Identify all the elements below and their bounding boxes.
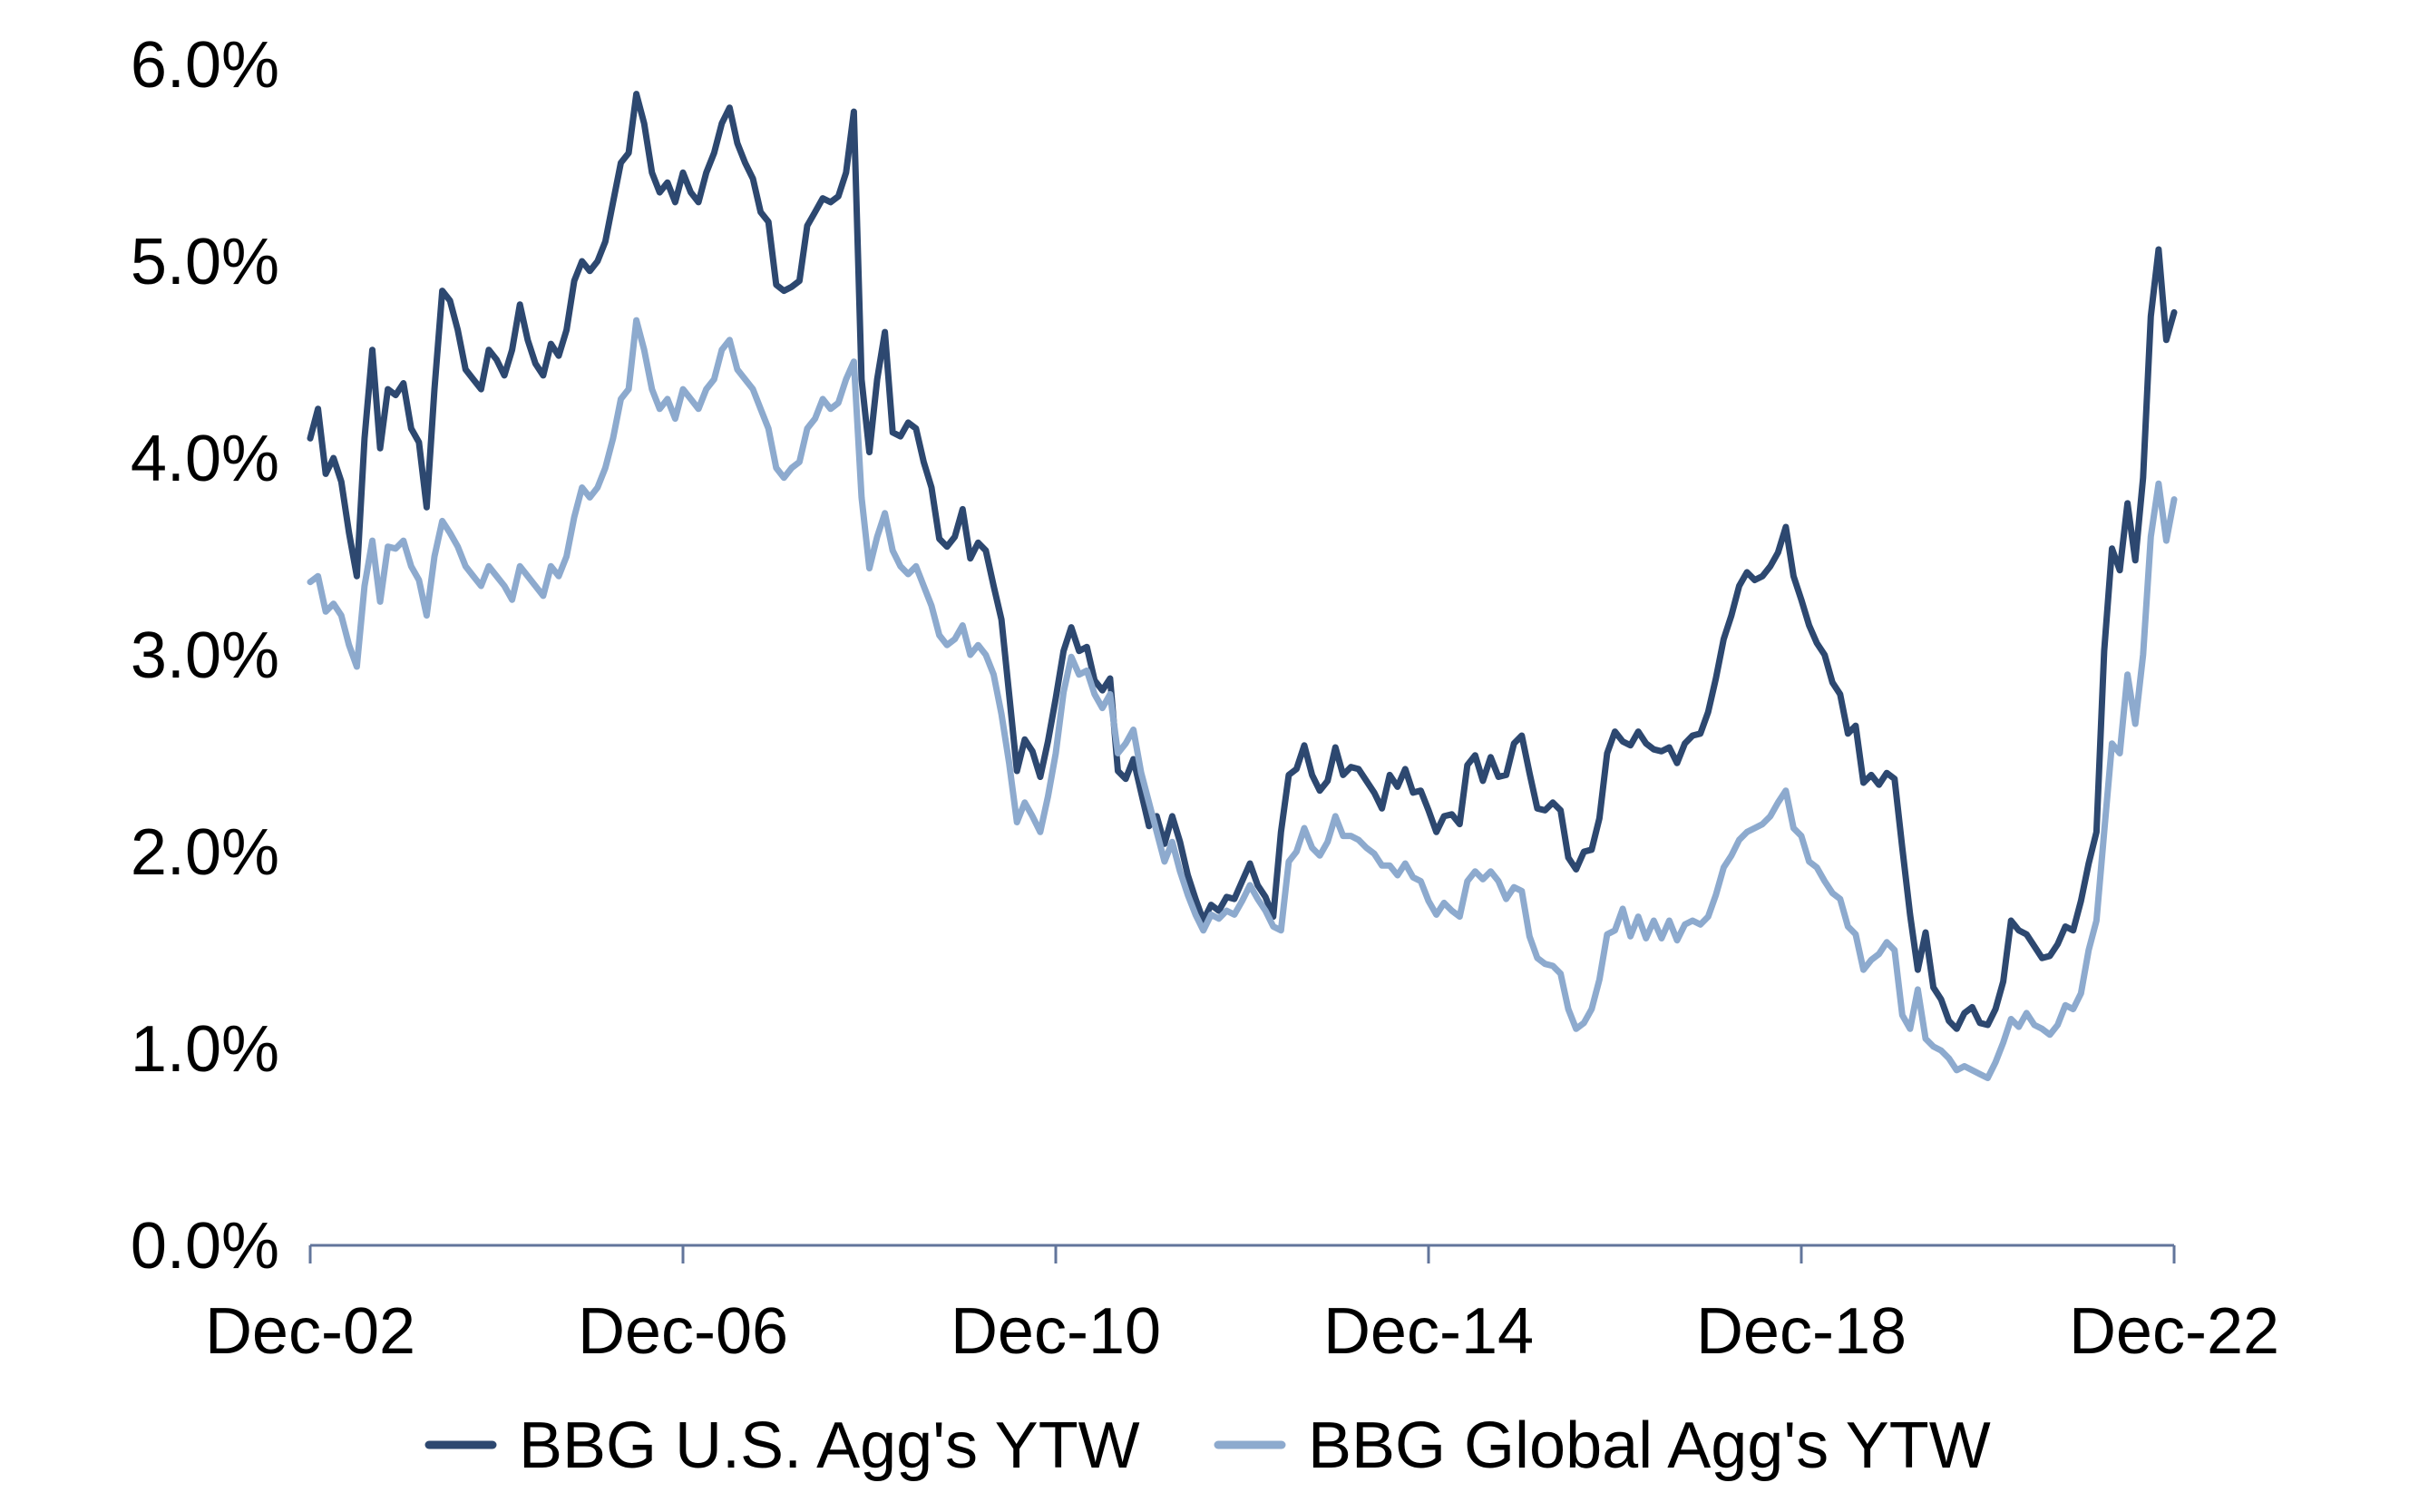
y-tick-label: 1.0% [131,1013,279,1086]
y-tick-label: 6.0% [131,29,279,102]
us-agg-line [307,91,2178,1032]
x-tick-label: Dec-10 [951,1295,1161,1368]
y-tick-label: 0.0% [131,1210,279,1283]
x-tick-label: Dec-06 [578,1295,788,1368]
x-tick-label: Dec-18 [1696,1295,1907,1368]
legend-label: BBG U.S. Agg's YTW [519,1410,1140,1482]
y-tick-label: 5.0% [131,226,279,298]
legend-item: BBG Global Agg's YTW [1214,1410,1991,1482]
x-tick-label: Dec-14 [1323,1295,1534,1368]
global-agg-line [307,317,2178,1081]
x-tick-label: Dec-22 [2069,1295,2279,1368]
y-tick-label: 3.0% [131,619,279,692]
legend-item: BBG U.S. Agg's YTW [424,1410,1140,1482]
y-tick-label: 2.0% [131,816,279,889]
y-tick-label: 4.0% [131,423,279,495]
legend-label: BBG Global Agg's YTW [1308,1410,1991,1482]
x-tick-label: Dec-02 [205,1295,415,1368]
